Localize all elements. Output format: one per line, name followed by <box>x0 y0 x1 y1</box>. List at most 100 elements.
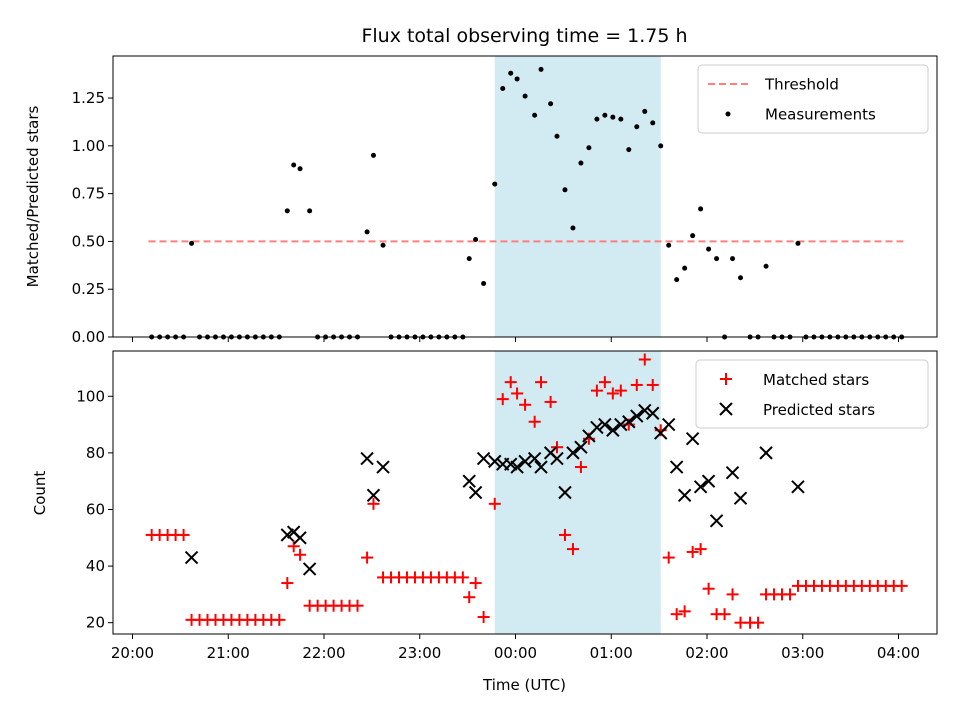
legend-measurements-label: Measurements <box>765 106 876 124</box>
top-x-ticks <box>132 337 899 342</box>
predicted-star-point <box>510 460 524 474</box>
matched-stars-points <box>145 353 908 629</box>
predicted-star-point <box>791 480 805 494</box>
predicted-star-point <box>614 417 628 432</box>
bottom-xtick-label: 22:00 <box>302 644 345 662</box>
measurement-point <box>570 225 576 231</box>
top-legend: Threshold Measurements <box>697 64 929 134</box>
legend-threshold-label: Threshold <box>764 76 839 94</box>
measurement-point <box>610 114 616 120</box>
measurement-point <box>500 85 506 91</box>
matched-star-point <box>361 551 374 564</box>
matched-star-point <box>646 378 659 391</box>
predicted-star-point <box>685 432 700 446</box>
matched-star-point <box>504 376 517 389</box>
matched-star-point <box>718 608 731 621</box>
measurement-point <box>594 116 600 122</box>
predicted-star-point <box>759 446 773 460</box>
predicted-star-point <box>302 562 317 576</box>
measurement-point <box>532 112 538 118</box>
measurement-point <box>473 237 479 243</box>
predicted-star-point <box>550 451 564 466</box>
predicted-star-point <box>558 485 572 500</box>
predicted-star-point <box>534 460 548 474</box>
matched-star-point <box>726 588 739 601</box>
matched-star-point <box>496 393 509 406</box>
matched-star-point <box>895 579 908 592</box>
measurement-point <box>297 166 303 172</box>
top-ytick-label: 0.00 <box>72 328 105 346</box>
predicted-star-point <box>638 403 652 418</box>
measurement-point <box>674 277 680 283</box>
matched-star-point <box>287 540 300 553</box>
matched-star-point <box>544 395 557 408</box>
bottom-legend-box <box>695 359 929 429</box>
predicted-star-point <box>646 406 660 420</box>
matched-star-point <box>177 528 190 541</box>
matched-star-point <box>702 582 715 595</box>
predicted-star-point <box>366 488 381 503</box>
matched-star-point <box>469 577 482 590</box>
predicted-star-point <box>693 480 708 494</box>
top-ytick-label: 0.75 <box>72 185 105 203</box>
bottom-ytick-label: 100 <box>76 387 105 405</box>
top-ylabel: Matched/Predicted stars <box>24 106 42 288</box>
measurement-point <box>706 246 712 252</box>
matched-star-point <box>281 577 294 590</box>
predicted-star-point <box>622 415 636 429</box>
measurement-point <box>650 120 656 126</box>
measurement-point <box>642 108 648 114</box>
measurement-point <box>364 229 370 235</box>
matched-star-point <box>630 378 643 391</box>
matched-star-point <box>463 591 476 604</box>
measurement-point <box>189 240 195 246</box>
measurement-point <box>618 116 624 122</box>
predicted-star-point <box>184 550 199 565</box>
top-y-ticks: 0.00 0.25 0.50 0.75 1.00 1.25 <box>72 89 113 346</box>
matched-star-point <box>519 398 532 411</box>
bottom-shaded-region <box>494 351 661 634</box>
matched-star-point <box>273 613 286 626</box>
bottom-ytick-label: 60 <box>86 500 105 518</box>
measurement-point <box>666 242 672 248</box>
matched-star-point <box>558 528 571 541</box>
bottom-ytick-label: 20 <box>86 614 105 632</box>
measurement-point <box>548 101 554 107</box>
measurement-point <box>714 256 720 262</box>
predicted-star-point <box>360 451 374 466</box>
predicted-star-point <box>518 454 532 469</box>
measurement-point <box>380 242 386 248</box>
measurement-point <box>738 275 744 281</box>
predicted-star-point <box>527 451 542 466</box>
top-shaded-region <box>494 56 661 337</box>
matched-star-point <box>477 611 490 624</box>
predicted-star-point <box>630 409 644 423</box>
matched-star-point <box>528 415 541 428</box>
matched-star-point <box>638 353 651 366</box>
measurement-point <box>522 93 528 99</box>
matched-star-point <box>686 545 699 558</box>
bottom-xtick-label: 00:00 <box>494 644 537 662</box>
predicted-star-point <box>566 446 580 460</box>
matched-star-point <box>678 605 691 618</box>
measurement-point <box>658 143 664 149</box>
predicted-star-point <box>677 488 692 503</box>
matched-star-point <box>598 376 611 389</box>
measurement-point <box>730 256 736 262</box>
measurement-point <box>690 233 696 239</box>
bottom-y-ticks: 20 40 60 80 100 <box>76 387 113 632</box>
top-ytick-label: 1.25 <box>72 89 105 107</box>
measurement-point <box>307 208 313 214</box>
measurement-point <box>698 206 704 212</box>
bottom-xlabel: Time (UTC) <box>482 676 566 694</box>
predicted-star-point <box>733 491 748 505</box>
legend-matched-label: Matched stars <box>763 371 869 389</box>
measurement-point <box>682 265 688 271</box>
legend-predicted-swatch <box>719 402 733 416</box>
bottom-ylabel: Count <box>31 471 49 516</box>
top-ytick-label: 0.50 <box>72 232 105 250</box>
predicted-stars-points <box>184 403 805 576</box>
predicted-star-point <box>488 454 502 469</box>
measurement-points <box>149 66 905 340</box>
measurement-point <box>492 181 498 187</box>
